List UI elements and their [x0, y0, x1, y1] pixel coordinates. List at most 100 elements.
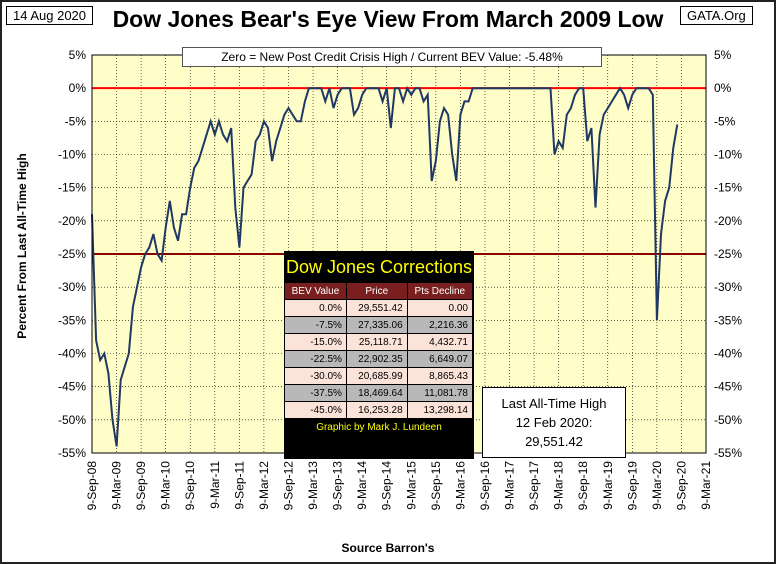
table-cell: 13,298.14	[407, 401, 474, 418]
x-ticks: 9-Sep-08 9-Mar-09 9-Sep-09 9-Mar-10 9-Sep-10…	[85, 461, 713, 511]
y-tick-label-right: -20%	[714, 214, 742, 228]
corrections-table: Dow Jones Corrections BEV Value Price Pt…	[284, 251, 474, 459]
ath-line-1: Last All-Time High	[501, 396, 607, 411]
table-row: -45.0% 16,253.28 13,298.14	[285, 401, 474, 418]
col-header-bev: BEV Value	[285, 283, 347, 300]
x-tick-label: 9-Mar-17	[503, 461, 517, 510]
y-tick-label-right: -40%	[714, 347, 742, 361]
x-tick-label: 9-Mar-16	[453, 461, 467, 510]
col-header-pts-decline: Pts Decline	[407, 283, 474, 300]
x-tick-label: 9-Sep-15	[429, 461, 443, 511]
chart-subtitle: Zero = New Post Credit Crisis High / Cur…	[182, 47, 602, 67]
table-cell: -30.0%	[285, 367, 347, 385]
x-tick-label: 9-Sep-18	[576, 461, 590, 511]
table-cell: -45.0%	[285, 401, 347, 418]
table-row: -15.0% 25,118.71 4,432.71	[285, 333, 474, 351]
table-cell: 8,865.43	[407, 367, 474, 385]
y-tick-label-left: -25%	[58, 247, 86, 261]
table-row: -30.0% 20,685.99 8,865.43	[285, 367, 474, 385]
date-label: 14 Aug 2020	[6, 6, 94, 25]
table-cell: 16,253.28	[346, 401, 408, 418]
x-tick-label: 9-Mar-10	[159, 461, 173, 510]
y-tick-label-left: -40%	[58, 347, 86, 361]
y-tick-label-right: -25%	[714, 247, 742, 261]
table-cell: 18,469.64	[346, 384, 408, 402]
table-row: -22.5% 22,902.35 6,649.07	[285, 350, 474, 368]
y-tick-label-right: -15%	[714, 181, 742, 195]
col-header-price: Price	[346, 283, 408, 300]
corrections-grid: BEV Value Price Pts Decline 0.0% 29,551.4…	[285, 283, 474, 418]
y-tick-label-left: 0%	[69, 81, 87, 95]
x-tick-label: 9-Sep-16	[478, 461, 492, 511]
y-tick-label-right: -5%	[714, 114, 736, 128]
y-ticks-right: 5% 0% -5% -10% -15% -20% -25% -30% -35% -40% -45% -…	[714, 48, 742, 460]
y-tick-label-left: -50%	[58, 413, 86, 427]
x-tick-label: 9-Sep-09	[134, 461, 148, 511]
chart-title: Dow Jones Bear's Eye View From March 200…	[112, 6, 664, 32]
y-tick-label-right: -10%	[714, 148, 742, 162]
y-tick-label-left: -45%	[58, 380, 86, 394]
table-row: 0.0% 29,551.42 0.00	[285, 299, 474, 317]
table-cell: -7.5%	[285, 316, 347, 334]
y-tick-label-left: -20%	[58, 214, 86, 228]
x-tick-label: 9-Mar-12	[257, 461, 271, 510]
table-row: -37.5% 18,469.64 11,081.78	[285, 384, 474, 402]
table-cell: 6,649.07	[407, 350, 474, 368]
corrections-table-footer: Graphic by Mark J. Lundeen	[316, 422, 442, 433]
x-tick-label: 9-Mar-14	[355, 461, 369, 510]
y-axis-label: Percent From Last All-Time High	[15, 153, 29, 339]
x-tick-label: 9-Mar-11	[208, 461, 222, 509]
x-tick-label: 9-Mar-20	[650, 461, 664, 510]
y-ticks-left: 5% 0% -5% -10% -15% -20% -25% -30% -35% -40% -45% -…	[58, 48, 86, 460]
ath-line-3: 29,551.42	[525, 434, 583, 449]
y-tick-label-right: -30%	[714, 280, 742, 294]
table-cell: 0.00	[407, 299, 474, 317]
y-tick-label-left: 5%	[69, 48, 87, 62]
table-cell: -22.5%	[285, 350, 347, 368]
y-tick-label-left: -15%	[58, 181, 86, 195]
x-tick-label: 9-Sep-12	[281, 461, 295, 511]
table-cell: 29,551.42	[346, 299, 408, 317]
x-tick-label: 9-Mar-19	[601, 461, 615, 510]
table-cell: -15.0%	[285, 333, 347, 351]
x-tick-label: 9-Sep-14	[380, 461, 394, 511]
y-tick-label-right: 5%	[714, 48, 732, 62]
x-tick-label: 9-Sep-10	[183, 461, 197, 511]
ath-line-2: 12 Feb 2020:	[515, 415, 593, 430]
table-cell: 2,216.36	[407, 316, 474, 334]
y-tick-label-left: -55%	[58, 446, 86, 460]
table-cell: 11,081.78	[407, 384, 474, 402]
y-tick-label-right: -55%	[714, 446, 742, 460]
y-tick-label-left: -35%	[58, 313, 86, 327]
table-cell: 0.0%	[285, 299, 347, 317]
x-tick-label: 9-Mar-21	[699, 461, 713, 510]
x-tick-label: 9-Sep-17	[527, 461, 541, 511]
table-cell: 22,902.35	[346, 350, 408, 368]
table-cell: 25,118.71	[346, 333, 408, 351]
x-tick-label: 9-Sep-13	[331, 461, 345, 511]
x-tick-label: 9-Sep-19	[625, 461, 639, 511]
x-tick-label: 9-Sep-20	[674, 461, 688, 511]
x-tick-label: 9-Mar-18	[552, 461, 566, 510]
table-cell: 4,432.71	[407, 333, 474, 351]
table-cell: -37.5%	[285, 384, 347, 402]
source-site-label: GATA.Org	[680, 6, 753, 25]
y-tick-label-right: -35%	[714, 313, 742, 327]
x-tick-label: 9-Mar-15	[404, 461, 418, 510]
all-time-high-box: Last All-Time High 12 Feb 2020: 29,551.4…	[482, 387, 626, 458]
table-cell: 20,685.99	[346, 367, 408, 385]
y-tick-label-right: -45%	[714, 380, 742, 394]
x-axis-label: Source Barron's	[341, 541, 435, 555]
y-tick-label-left: -10%	[58, 148, 86, 162]
series-line	[91, 85, 679, 447]
corrections-table-title: Dow Jones Corrections	[285, 257, 473, 277]
y-tick-label-right: -50%	[714, 413, 742, 427]
x-tick-label: 9-Sep-08	[85, 461, 99, 511]
y-tick-label-left: -30%	[58, 280, 86, 294]
x-tick-label: 9-Mar-13	[306, 461, 320, 510]
y-tick-label-right: 0%	[714, 81, 732, 95]
x-tick-label: 9-Sep-11	[232, 461, 246, 510]
y-tick-label-left: -5%	[65, 114, 87, 128]
x-tick-label: 9-Mar-09	[110, 461, 124, 510]
table-row: -7.5% 27,335.06 2,216.36	[285, 316, 474, 334]
